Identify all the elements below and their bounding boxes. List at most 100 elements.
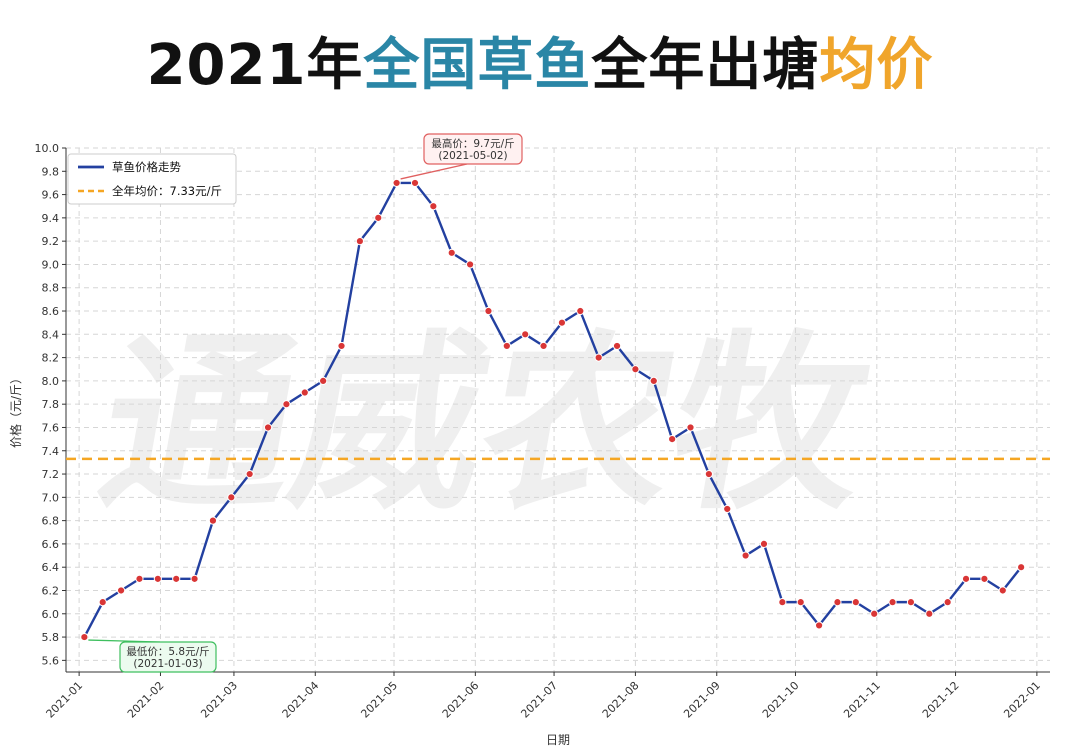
data-point <box>943 598 952 607</box>
title-avg-price: 均价 <box>819 33 934 98</box>
data-point <box>282 400 291 409</box>
data-point <box>925 609 934 618</box>
data-point <box>172 574 181 583</box>
data-point <box>484 306 493 316</box>
data-point <box>704 469 713 479</box>
annotation-box-min <box>119 641 217 673</box>
y-ticks: 5.6 5.8 6.0 6.2 6.4 6.6 6.8 7.0 7.2 7.4 7.6 7.8 8.0 8… <box>35 142 66 667</box>
data-point <box>851 598 860 607</box>
data-point <box>80 632 89 642</box>
data-point <box>961 574 971 583</box>
annotations: 最高价：9.7元/斤(2021-05-02) 最低价：5.8元/斤(2021-01… <box>88 133 523 673</box>
x-tick-label: 2022-01 <box>1001 679 1043 721</box>
chart-title: 2021年全国草鱼全年出塘均价 <box>0 38 1080 94</box>
data-point <box>539 341 548 351</box>
data-point <box>612 341 622 351</box>
data-point <box>649 376 658 385</box>
data-point <box>227 493 236 502</box>
y-tick-label: 6.8 <box>42 515 60 528</box>
data-point <box>190 574 199 583</box>
y-tick-label: 7.4 <box>42 445 60 458</box>
data-point <box>778 598 787 607</box>
data-point <box>906 598 916 607</box>
data-point <box>796 598 805 607</box>
x-tick-label: 2021-01 <box>44 679 86 721</box>
legend-box <box>67 153 237 205</box>
data-point <box>98 598 107 607</box>
data-point <box>355 237 364 246</box>
y-tick-label: 7.6 <box>42 421 60 434</box>
data-point <box>447 248 456 257</box>
data-point <box>429 202 438 211</box>
x-tick-label: 2021-03 <box>198 679 240 721</box>
y-tick-label: 5.6 <box>42 654 60 667</box>
data-point <box>980 574 989 583</box>
legend-label-average: 全年均价：7.33元/斤 <box>112 184 222 198</box>
title-year: 2021年 <box>146 33 364 98</box>
x-tick-label: 2021-11 <box>841 679 883 721</box>
data-point <box>998 586 1007 595</box>
data-point <box>153 574 162 583</box>
y-tick-label: 8.6 <box>42 305 60 318</box>
y-axis-title: 价格（元/斤） <box>8 372 23 448</box>
x-axis-title: 日期 <box>546 733 570 747</box>
annotation-text-min: 最低价：5.8元/斤 <box>126 645 209 658</box>
axes <box>65 148 1050 673</box>
data-point <box>870 609 879 618</box>
y-tick-label: 9.4 <box>42 212 60 225</box>
data-point <box>337 341 346 351</box>
data-point <box>759 539 769 549</box>
data-point <box>465 260 475 269</box>
data-point <box>631 365 640 374</box>
y-tick-label: 7.8 <box>42 398 60 411</box>
data-point <box>723 504 732 514</box>
data-point <box>594 353 603 362</box>
data-point <box>263 423 273 432</box>
data-point <box>502 341 511 351</box>
data-point <box>319 376 328 385</box>
y-tick-label: 8.4 <box>42 328 60 341</box>
y-tick-label: 9.8 <box>42 165 60 178</box>
x-tick-label: 2021-04 <box>280 679 322 721</box>
y-tick-label: 9.0 <box>42 258 60 271</box>
title-harvest: 全年出塘 <box>591 33 820 98</box>
y-tick-label: 8.0 <box>42 375 60 388</box>
y-tick-label: 6.6 <box>42 538 60 551</box>
data-point <box>300 388 309 397</box>
x-tick-label: 2021-12 <box>920 679 962 721</box>
data-point <box>833 598 842 607</box>
x-tick-label: 2021-10 <box>760 679 802 721</box>
data-point <box>888 598 897 607</box>
data-point <box>521 330 530 339</box>
y-tick-label: 9.2 <box>42 235 60 248</box>
x-tick-label: 2021-02 <box>125 679 167 721</box>
annotation-box-max <box>423 133 523 165</box>
data-point <box>410 178 420 188</box>
data-point <box>392 178 401 188</box>
title-fish: 全国草鱼 <box>363 33 592 98</box>
x-tick-label: 2021-07 <box>518 679 560 721</box>
x-tick-label: 2021-09 <box>681 679 723 721</box>
data-point <box>686 423 695 432</box>
annotation-text-max: 最高价：9.7元/斤 <box>431 137 514 150</box>
annotation-arrow-max <box>400 163 468 180</box>
data-point <box>557 318 567 327</box>
data-point <box>208 516 218 525</box>
x-tick-label: 2021-06 <box>440 679 482 721</box>
data-point <box>668 435 677 444</box>
y-tick-label: 9.6 <box>42 189 60 202</box>
data-point <box>741 551 750 560</box>
y-tick-label: 6.2 <box>42 584 60 597</box>
y-tick-label: 8.2 <box>42 352 60 365</box>
y-tick-label: 6.0 <box>42 608 60 621</box>
data-point <box>117 586 126 595</box>
data-point <box>576 306 585 316</box>
data-point <box>374 213 383 222</box>
y-tick-label: 8.8 <box>42 282 60 295</box>
series-group <box>80 178 1026 642</box>
y-tick-label: 7.0 <box>42 491 60 504</box>
y-tick-label: 5.8 <box>42 631 60 644</box>
x-tick-label: 2021-08 <box>600 679 642 721</box>
